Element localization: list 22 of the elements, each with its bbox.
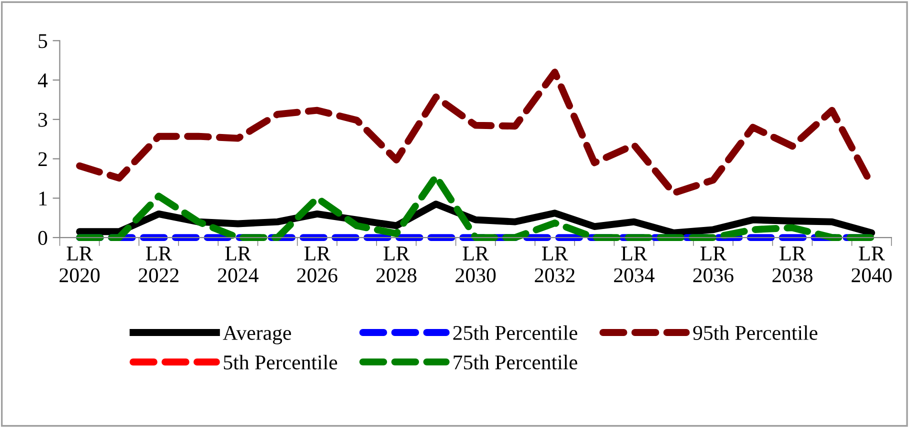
x-tick-label: LR 2036 [693, 246, 734, 282]
legend-label: 5th Percentile [224, 354, 338, 370]
x-tick-label: LR 2028 [376, 246, 416, 282]
x-tick-label: LR 2040 [852, 246, 892, 282]
y-tick-label: 0 [38, 230, 48, 245]
x-tick-label: LR 2020 [60, 246, 100, 282]
y-tick-label: 1 [39, 192, 47, 206]
x-tick-label: LR 2030 [456, 246, 496, 282]
legend-label: 25th Percentile [453, 325, 578, 340]
legend-label: Average [222, 326, 291, 344]
y-tick-label: 4 [38, 74, 48, 88]
x-tick-label: LR 2022 [138, 246, 178, 282]
x-tick-label: LR 2038 [772, 246, 812, 282]
x-tick-label: LR 2034 [614, 246, 655, 282]
x-tick-label: LR 2024 [218, 246, 258, 282]
legend-label: 75th Percentile [454, 354, 578, 370]
x-tick-label: LR 2032 [534, 246, 574, 282]
y-tick-label: 3 [38, 112, 48, 127]
x-tick-label: LR 2026 [297, 246, 338, 282]
y-tick-label: 2 [38, 152, 47, 166]
y-tick-label: 5 [38, 34, 48, 48]
legend-label: 95th Percentile [693, 325, 818, 340]
